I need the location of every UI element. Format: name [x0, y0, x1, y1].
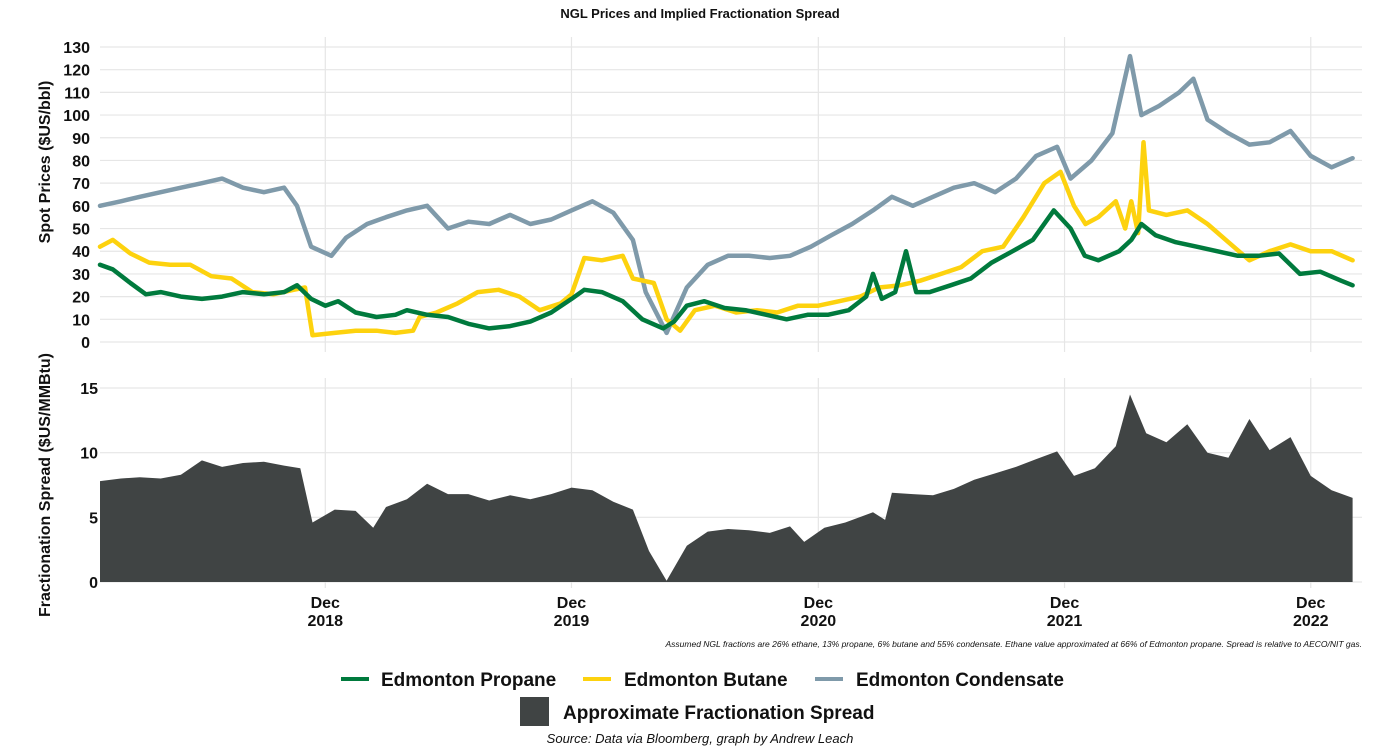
top-y-tick-label: 80 [72, 153, 90, 170]
legend-spread-label: Approximate Fractionation Spread [563, 703, 874, 724]
top-y-tick-label: 60 [72, 199, 90, 216]
top-y-tick-label: 130 [63, 40, 90, 57]
x-tick-label-month: Dec [1050, 595, 1079, 612]
footnote: Assumed NGL fractions are 26% ethane, 13… [665, 639, 1363, 649]
x-tick-label-year: 2019 [554, 613, 590, 630]
legend: Edmonton Propane Edmonton Butane Edmonto… [341, 670, 1064, 726]
top-panel-gridlines [100, 37, 1362, 352]
price-lines [97, 53, 1355, 338]
bottom-y-tick-label: 10 [80, 446, 98, 463]
top-y-tick-label: 20 [72, 290, 90, 307]
top-y-tick-label: 110 [64, 85, 90, 102]
bottom-y-tick-label: 15 [80, 381, 98, 398]
source-caption: Source: Data via Bloomberg, graph by And… [547, 731, 854, 746]
x-tick-label-year: 2022 [1293, 613, 1329, 630]
top-y-tick-label: 100 [63, 108, 90, 125]
bottom-y-axis-label: Fractionation Spread ($US/MMBtu) [37, 353, 54, 617]
spread-area-fill [100, 394, 1353, 582]
top-y-tick-label: 10 [72, 312, 90, 329]
x-tick-label-year: 2020 [801, 613, 837, 630]
x-tick-label-year: 2021 [1047, 613, 1083, 630]
x-tick-label-month: Dec [804, 595, 833, 612]
x-tick-label-month: Dec [311, 595, 340, 612]
top-y-tick-label: 90 [72, 131, 90, 148]
x-tick-label-month: Dec [557, 595, 586, 612]
x-tick-label-year: 2018 [307, 613, 343, 630]
condensate-line [97, 53, 1355, 336]
chart-title: NGL Prices and Implied Fractionation Spr… [560, 6, 839, 21]
spread-area [100, 394, 1353, 582]
top-y-tick-label: 0 [81, 335, 90, 352]
top-y-tick-labels: 0 10 20 30 40 50 60 70 80 90 100 110 120 130 [63, 40, 90, 352]
top-y-tick-label: 120 [63, 63, 90, 80]
bottom-y-tick-label: 0 [89, 575, 98, 592]
bottom-y-tick-labels: 0 5 10 15 [80, 381, 98, 592]
top-y-tick-label: 30 [72, 267, 90, 284]
legend-spread-swatch [520, 697, 549, 726]
x-tick-label-month: Dec [1296, 595, 1325, 612]
top-y-axis-label: Spot Prices ($US/bbl) [37, 81, 54, 244]
top-y-tick-label: 50 [72, 222, 90, 239]
bottom-y-tick-label: 5 [89, 510, 98, 527]
top-y-tick-label: 70 [72, 176, 90, 193]
legend-butane-label: Edmonton Butane [624, 670, 788, 691]
legend-condensate-label: Edmonton Condensate [856, 670, 1064, 691]
propane-line [97, 208, 1355, 331]
top-y-tick-label: 40 [72, 244, 90, 261]
legend-propane-label: Edmonton Propane [381, 670, 556, 691]
